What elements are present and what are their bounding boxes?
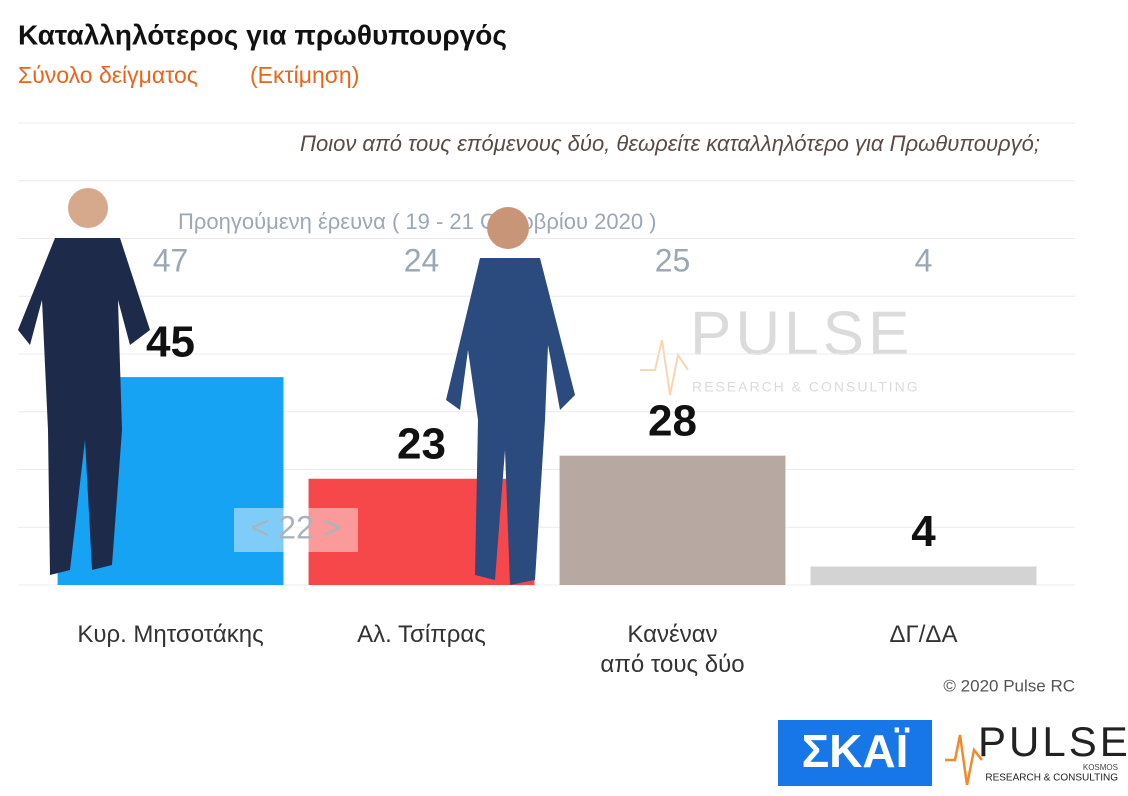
pulse-logo-mark (945, 734, 983, 786)
previous-value: 47 (153, 242, 189, 278)
value-label: 4 (911, 507, 936, 556)
previous-value: 24 (404, 242, 440, 278)
value-label: 28 (648, 396, 697, 445)
pulse-logo-tag: KOSMOS (1083, 763, 1118, 772)
head (487, 207, 529, 249)
gap-box (234, 508, 358, 552)
x-tick-label: ΔΓ/ΔΑ (889, 621, 958, 648)
figure-left (18, 188, 150, 575)
previous-label: Προηγούμενη έρευνα ( 19 - 21 Οκτωβρίου 2… (178, 209, 657, 234)
skai-logo (778, 720, 932, 786)
bar (559, 455, 786, 585)
watermark-pulse (640, 339, 689, 396)
figure-right (446, 207, 575, 585)
subtitle-note: (Εκτίμηση) (250, 62, 359, 88)
gap-label: < 22 > (251, 509, 342, 545)
subtitle: Σύνολο δείγματος (18, 62, 198, 88)
x-tick-label: Κυρ. Μητσοτάκης (77, 621, 264, 648)
copyright: © 2020 Pulse RC (943, 676, 1075, 695)
previous-value: 4 (915, 242, 933, 278)
head (68, 188, 108, 228)
suit (18, 238, 150, 575)
previous-value: 25 (655, 242, 691, 278)
x-tick-label: Κανέναν από τους δύο (600, 621, 745, 678)
chart-title: Καταλληλότερος για πρωθυπουργός (18, 19, 507, 50)
x-tick-label: Αλ. Τσίπρας (357, 621, 486, 648)
pulse-logo-text: PULSE (978, 718, 1128, 765)
watermark-sub: RESEARCH & CONSULTING (692, 379, 920, 395)
bar (810, 566, 1037, 585)
pulse-logo-sub: RESEARCH & CONSULTING (985, 773, 1118, 784)
skai-logo-text: ΣΚΑΪ (802, 725, 910, 777)
value-label: 23 (397, 419, 446, 468)
watermark-text: PULSE (690, 299, 913, 368)
question: Ποιον από τους επόμενους δύο, θεωρείτε κ… (300, 131, 1040, 156)
value-label: 45 (146, 318, 195, 367)
watermark: PULSE RESEARCH & CONSULTING (640, 299, 920, 396)
suit (446, 258, 575, 585)
